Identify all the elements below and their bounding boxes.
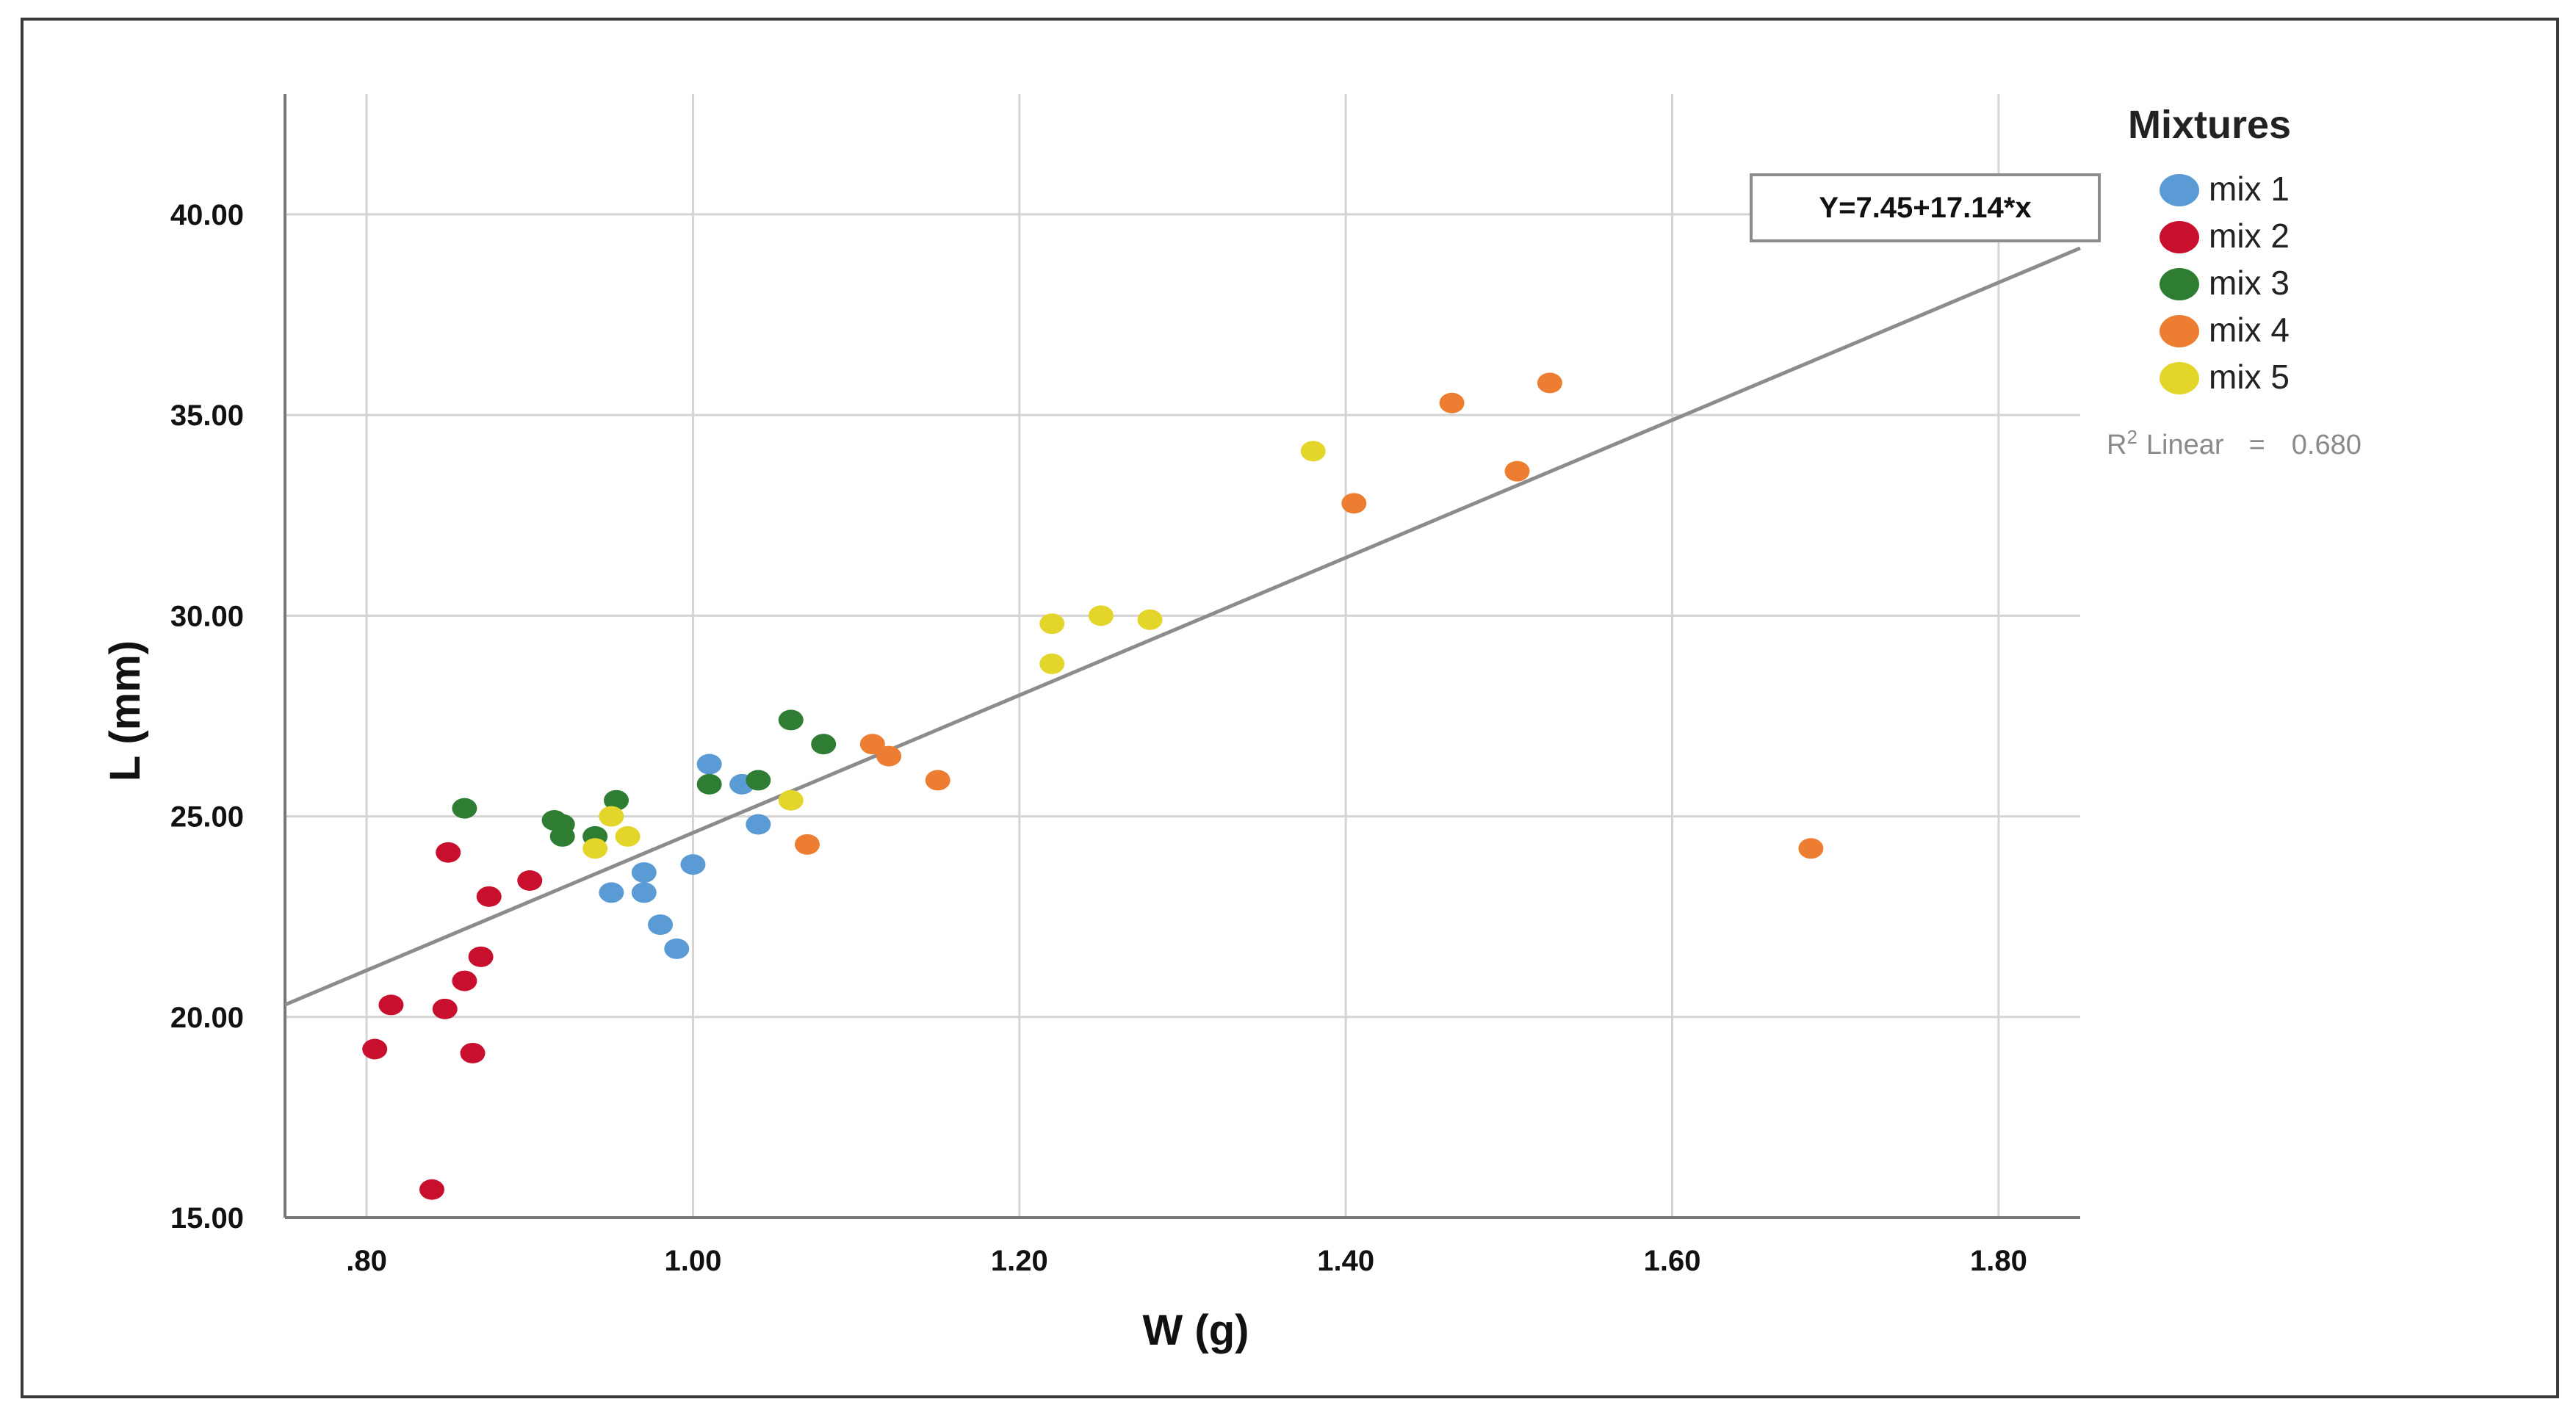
data-point — [696, 773, 722, 795]
legend-swatch — [2160, 221, 2199, 253]
chart-frame: .80 1.00 1.20 1.40 1.60 1.80 15.00 20.00 25.00 3… — [21, 18, 2559, 1398]
data-point — [1088, 605, 1114, 626]
data-point — [517, 870, 543, 891]
data-point — [419, 1179, 444, 1200]
equation-label: Y=7.45+17.14*x — [1819, 192, 2031, 224]
y-tick-label: 35.00 — [170, 400, 244, 432]
x-tick-label: 1.80 — [1970, 1245, 2027, 1277]
data-point — [859, 734, 885, 755]
data-point — [582, 838, 608, 859]
y-tick-label: 15.00 — [170, 1202, 244, 1235]
data-point — [460, 1042, 486, 1063]
data-point — [452, 970, 477, 991]
x-tick-label: 1.20 — [991, 1245, 1048, 1277]
r2-superscript: 2 — [2126, 426, 2137, 448]
fit-line — [284, 246, 2081, 1007]
data-point — [476, 886, 502, 907]
legend: Mixtures mix 1 mix 2 mix 3 mix 4 mix 5 R2 Lin… — [2107, 103, 2362, 460]
legend-swatch — [2160, 174, 2199, 206]
legend-swatch — [2160, 268, 2199, 300]
fit-line-layer — [284, 246, 2081, 1007]
data-point — [631, 882, 657, 903]
data-point — [549, 825, 575, 847]
data-point — [1300, 441, 1326, 462]
data-point — [794, 834, 820, 855]
data-point — [648, 914, 674, 936]
legend-items: mix 1 mix 2 mix 3 mix 4 mix 5 — [2160, 170, 2290, 396]
legend-label: mix 3 — [2209, 264, 2290, 302]
legend-label: mix 4 — [2209, 311, 2290, 349]
x-tick-label: 1.60 — [1644, 1245, 1701, 1277]
data-point — [746, 770, 771, 791]
data-point — [1537, 372, 1562, 394]
legend-swatch — [2160, 362, 2199, 394]
data-point — [378, 994, 404, 1016]
data-point — [599, 806, 624, 827]
equation-box: Y=7.45+17.14*x — [1750, 173, 2101, 242]
data-point — [1504, 460, 1530, 482]
data-point — [599, 882, 624, 903]
x-tick-labels: .80 1.00 1.20 1.40 1.60 1.80 — [346, 1245, 2027, 1277]
data-point — [746, 814, 771, 835]
data-point — [432, 998, 458, 1019]
data-point — [1137, 609, 1163, 630]
y-tick-label: 40.00 — [170, 199, 244, 231]
x-tick-label: .80 — [346, 1245, 387, 1277]
r2-letter: R — [2107, 430, 2126, 460]
data-point — [1039, 653, 1065, 674]
legend-label: mix 1 — [2209, 170, 2290, 208]
legend-swatch — [2160, 315, 2199, 347]
data-point — [452, 798, 477, 819]
data-point — [876, 745, 902, 767]
data-point — [664, 938, 690, 959]
data-point — [615, 825, 641, 847]
data-point — [1341, 493, 1367, 514]
x-tick-label: 1.00 — [665, 1245, 722, 1277]
data-point — [778, 709, 804, 731]
data-point — [696, 753, 722, 775]
r2-suffix: Linear — [2146, 430, 2224, 460]
data-points — [362, 372, 1824, 1200]
y-tick-label: 25.00 — [170, 801, 244, 834]
data-point — [778, 789, 804, 811]
data-point — [631, 862, 657, 883]
data-point — [680, 854, 706, 875]
data-point — [1039, 613, 1065, 635]
x-axis-title: W (g) — [1143, 1306, 1249, 1354]
r2-equals: = — [2249, 430, 2265, 460]
axes — [284, 94, 2080, 1219]
legend-label: mix 2 — [2209, 217, 2290, 255]
legend-title: Mixtures — [2128, 103, 2291, 147]
data-point — [925, 770, 950, 791]
x-tick-label: 1.40 — [1317, 1245, 1374, 1277]
equation-box-frame — [1750, 173, 2101, 242]
data-point — [604, 789, 629, 811]
legend-label: mix 5 — [2209, 358, 2290, 396]
y-tick-label: 20.00 — [170, 1002, 244, 1034]
data-point — [468, 946, 494, 967]
y-tick-labels: 15.00 20.00 25.00 30.00 35.00 40.00 — [170, 199, 244, 1235]
data-point — [436, 842, 461, 863]
y-tick-label: 30.00 — [170, 600, 244, 632]
scatter-chart: .80 1.00 1.20 1.40 1.60 1.80 15.00 20.00 25.00 3… — [101, 94, 2362, 1354]
gridlines — [285, 94, 2080, 1218]
r2-value: 0.680 — [2292, 430, 2362, 460]
data-point — [1439, 392, 1465, 413]
data-point — [811, 734, 837, 755]
data-point — [1798, 838, 1824, 859]
y-axis-title: L (mm) — [101, 640, 149, 781]
data-point — [362, 1038, 388, 1060]
r2-label: R2 Linear = 0.680 — [2107, 426, 2362, 460]
